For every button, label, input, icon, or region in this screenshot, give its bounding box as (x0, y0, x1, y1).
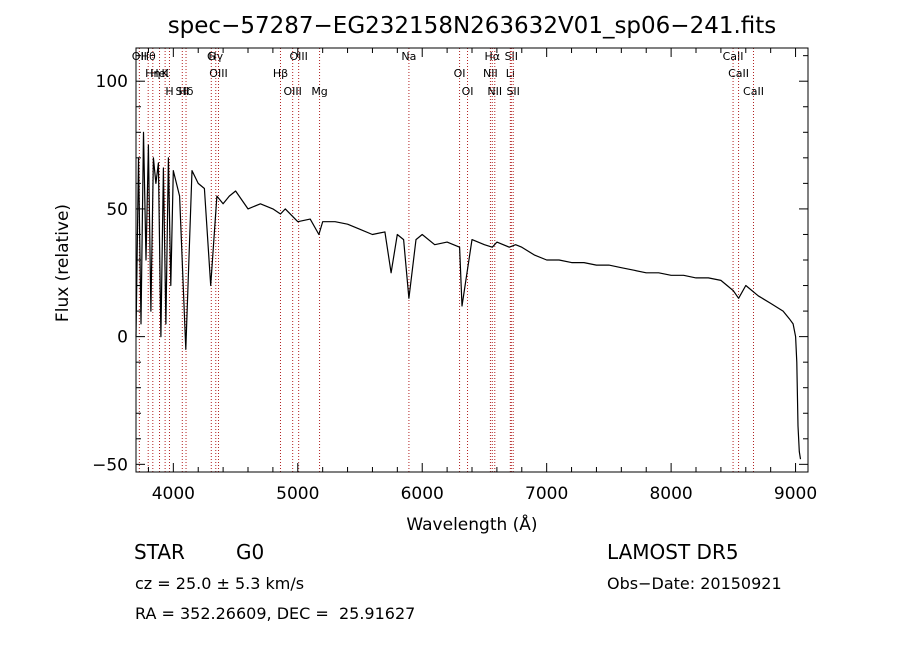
object-subclass: G0 (236, 540, 265, 564)
line-marker-label: Hα (485, 50, 501, 63)
line-marker-label: H (165, 85, 173, 98)
object-class: STAR (134, 540, 185, 564)
x-tick-label: 5000 (276, 484, 319, 504)
line-marker-label: Hδ (179, 85, 194, 98)
x-axis-label: Wavelength (Å) (406, 513, 537, 535)
y-tick-label: 50 (106, 200, 128, 220)
line-marker-label: OIII (209, 67, 227, 80)
line-marker-label: NII (487, 85, 502, 98)
data-layer (135, 131, 802, 460)
line-marker-label: OII (132, 50, 147, 63)
line-marker-label: CaII (723, 50, 744, 63)
y-tick-label: 100 (96, 72, 128, 92)
chart-title: spec−57287−EG232158N263632V01_sp06−241.f… (168, 13, 777, 39)
line-marker-label: CaII (728, 67, 749, 80)
line-marker-label: G (207, 50, 216, 63)
line-marker-label: Hγ (208, 50, 223, 63)
line-marker-label: Li (506, 67, 515, 80)
line-marker-label: HeI (150, 67, 168, 80)
plot-frame (135, 47, 809, 473)
line-marker-label: OIII (289, 50, 307, 63)
line-marker-label: CaII (743, 85, 764, 98)
y-axis-label: Flux (relative) (53, 204, 73, 322)
line-marker-label: Hθ (141, 50, 156, 63)
x-tick-label: 8000 (649, 484, 692, 504)
line-marker-label: OI (462, 85, 474, 98)
spectrum-line (135, 131, 802, 460)
axes: 4000 5000 6000 7000 8000 9000 −50 0 50 100 (92, 47, 817, 504)
line-marker-label: Hη (145, 67, 160, 80)
line-marker-label: Mg (311, 85, 327, 98)
x-tick-label: 4000 (152, 484, 195, 504)
line-marker-label: OI (454, 67, 466, 80)
observation-date: Obs−Date: 20150921 (607, 574, 782, 593)
redshift-text: cz = 25.0 ± 5.3 km/s (135, 574, 305, 593)
line-marker-label: NII (483, 67, 498, 80)
line-marker-label: SII (176, 85, 189, 98)
line-marker-label: OIII (283, 85, 301, 98)
coordinates-text: RA = 352.26609, DEC = 25.91627 (135, 604, 416, 623)
line-marker-label: Hβ (273, 67, 288, 80)
x-tick-label: 7000 (525, 484, 568, 504)
line-marker-label: SII (506, 85, 519, 98)
line-marker-label: K (162, 67, 170, 80)
y-tick-label: 0 (117, 328, 128, 348)
x-tick-label: 9000 (774, 484, 817, 504)
y-tick-label: −50 (92, 455, 128, 475)
x-tick-label: 6000 (401, 484, 444, 504)
survey-name: LAMOST DR5 (607, 540, 739, 564)
line-marker-label: SII (505, 50, 518, 63)
line-marker-label: Na (401, 50, 416, 63)
